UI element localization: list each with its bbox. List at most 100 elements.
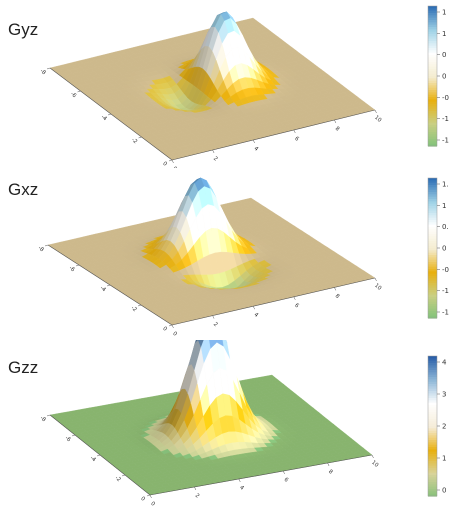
x-tick-mark	[252, 306, 255, 310]
y-tick-label: 0	[161, 326, 168, 333]
colorbar-tick-label: 2	[442, 423, 446, 431]
x-tick-mark	[149, 494, 152, 499]
colorbar-tick-label: 1	[442, 9, 446, 17]
x-tick-mark	[327, 462, 330, 467]
y-tick-label: -8	[39, 415, 47, 423]
x-tick-mark	[252, 139, 255, 144]
colorbar-tick-label: 0	[442, 487, 446, 495]
y-tick-mark	[46, 414, 51, 417]
y-tick-label: -8	[39, 68, 47, 76]
x-tick-label: 0	[171, 166, 178, 168]
colorbar-tick-label: 1	[442, 30, 446, 38]
surface-plot-gxz: 0 2 4 6 8 10 0 -2 -4 -6 -8 1. 1 0. 0 -0 -1 -1	[37, 177, 449, 338]
x-tick-mark	[334, 287, 337, 291]
colorbar-tick-label: -1	[442, 137, 449, 145]
colorbar-tick-label: -1	[442, 287, 449, 295]
x-tick-mark	[238, 478, 241, 483]
x-tick-mark	[374, 109, 377, 114]
colorbar-tick-label: -1	[442, 115, 449, 123]
y-tick-mark	[106, 284, 111, 287]
colorbar: 4 3 2 1 0	[427, 355, 447, 497]
y-tick-label: -6	[64, 435, 72, 443]
x-tick-label: 10	[373, 283, 383, 292]
x-tick-label: 4	[253, 146, 260, 153]
panel-title: Gxz	[8, 180, 39, 199]
y-tick-mark	[168, 159, 173, 162]
y-tick-label: -2	[130, 305, 138, 313]
y-tick-mark	[138, 136, 142, 139]
colorbar-tick-label: -0	[442, 266, 449, 274]
x-tick-mark	[293, 296, 296, 300]
y-tick-label: -6	[68, 265, 76, 273]
x-tick-label: 0	[149, 501, 156, 508]
y-tick-mark	[107, 113, 112, 116]
x-tick-label: 4	[253, 312, 260, 319]
x-tick-label: 0	[171, 331, 178, 338]
x-tick-label: 8	[334, 126, 341, 133]
colorbar-tick-label: 0.	[442, 223, 449, 231]
colorbar: 1 1 0 0 -0 -1 -1	[427, 5, 449, 147]
x-tick-mark	[194, 486, 197, 491]
colorbar-tick-label: 1	[442, 455, 446, 463]
x-tick-label: 2	[194, 493, 201, 500]
y-tick-label: -2	[130, 137, 138, 145]
y-tick-label: 0	[139, 496, 146, 503]
y-tick-label: 0	[161, 161, 168, 168]
y-tick-mark	[137, 304, 142, 307]
y-tick-mark	[96, 454, 101, 457]
x-tick-label: 6	[293, 136, 300, 143]
x-tick-label: 10	[370, 460, 380, 469]
y-tick-mark	[46, 67, 51, 70]
x-tick-mark	[293, 129, 296, 134]
x-tick-mark	[334, 119, 337, 124]
panel-gxz: 0 2 4 6 8 10 0 -2 -4 -6 -8 1. 1 0. 0 -0 -1 -1 Gxz	[0, 168, 455, 340]
x-tick-mark	[212, 149, 215, 154]
panel-gzz: 0 2 4 6 8 10 0 -2 -4 -6 -8 4 3 2 1 0 Gzz	[0, 340, 455, 511]
y-tick-mark	[75, 264, 80, 267]
x-tick-mark	[171, 324, 174, 329]
y-tick-label: -2	[114, 475, 122, 483]
x-tick-label: 10	[373, 115, 383, 124]
colorbar-tick-label: 0	[442, 51, 446, 59]
x-tick-label: 2	[212, 321, 219, 328]
y-tick-label: -4	[99, 285, 107, 293]
x-tick-mark	[371, 454, 374, 459]
panel-title: Gzz	[8, 358, 39, 377]
colorbar-tick-label: 4	[442, 359, 447, 367]
colorbar-tick-label: -1	[442, 309, 449, 317]
x-tick-label: 6	[293, 303, 300, 310]
y-tick-label: -4	[100, 114, 108, 122]
x-tick-label: 8	[327, 469, 334, 476]
y-tick-mark	[168, 324, 173, 327]
y-tick-mark	[44, 244, 49, 247]
axes: 0 2 4 6 8 10 0 -2 -4 -6 -8	[37, 244, 383, 338]
x-tick-mark	[212, 315, 215, 319]
axes: 0 2 4 6 8 10 0 -2 -4 -6 -8	[39, 414, 380, 508]
colorbar: 1. 1 0. 0 -0 -1 -1	[427, 177, 449, 319]
colorbar-tick-label: 3	[442, 391, 446, 399]
surface-mesh	[49, 11, 376, 161]
x-tick-label: 2	[212, 156, 219, 163]
surface-mesh	[47, 177, 376, 326]
axes: 0 2 4 6 8 10 0 -2 -4 -6 -8	[39, 67, 383, 168]
y-tick-mark	[77, 90, 81, 93]
y-tick-mark	[121, 474, 126, 477]
colorbar-tick-label: 1	[442, 202, 446, 210]
y-tick-mark	[71, 434, 76, 437]
x-tick-mark	[374, 277, 377, 282]
y-tick-label: -8	[37, 245, 45, 253]
panel-title: Gyz	[8, 20, 39, 39]
colorbar-tick-label: 0	[442, 245, 446, 253]
colorbar-tick-label: -0	[442, 94, 449, 102]
x-tick-mark	[171, 159, 174, 164]
x-tick-label: 4	[238, 485, 245, 492]
x-tick-label: 8	[334, 293, 341, 300]
colorbar-tick-label: 0	[442, 73, 446, 81]
y-tick-mark	[146, 494, 151, 497]
y-tick-label: -4	[89, 455, 97, 463]
x-tick-label: 6	[283, 477, 290, 484]
x-tick-mark	[282, 470, 285, 475]
